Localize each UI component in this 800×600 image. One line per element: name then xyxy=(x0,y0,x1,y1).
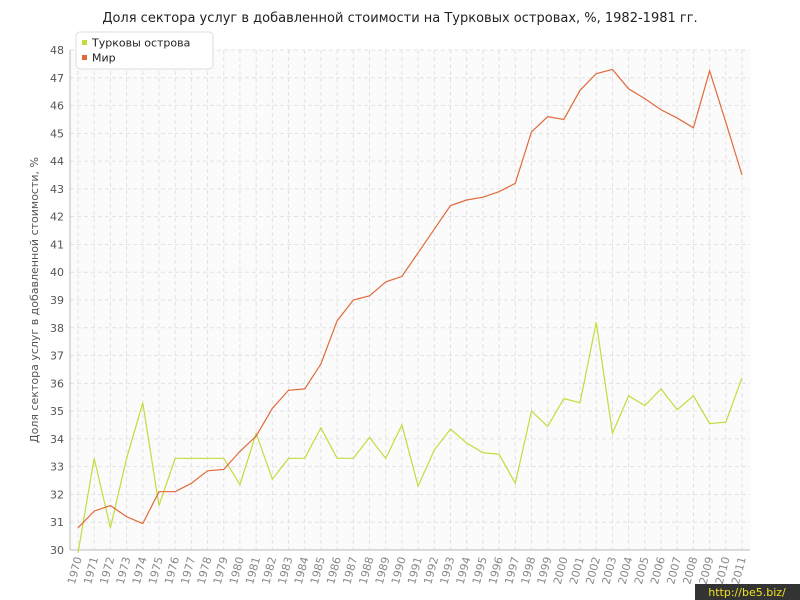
legend: Турковы острова Мир xyxy=(75,31,214,70)
series-line xyxy=(77,322,743,553)
y-axis-title: Доля сектора услуг в добавленной стоимос… xyxy=(28,157,41,443)
y-tick-label: 43 xyxy=(50,183,64,196)
watermark-bg xyxy=(695,584,800,600)
y-tick-label: 32 xyxy=(50,488,64,501)
y-tick-label: 36 xyxy=(50,377,64,390)
y-tick-label: 46 xyxy=(50,100,64,113)
watermark: http://be5.biz/ xyxy=(708,586,786,599)
legend-label: Мир xyxy=(92,52,116,65)
legend-box xyxy=(75,31,214,70)
legend-label: Турковы острова xyxy=(91,37,190,50)
y-tick-label: 37 xyxy=(50,350,64,363)
y-tick-label: 33 xyxy=(50,461,64,474)
y-tick-label: 40 xyxy=(50,266,64,279)
y-tick-label: 44 xyxy=(50,155,64,168)
y-tick-label: 48 xyxy=(50,44,64,57)
series-line xyxy=(77,68,743,529)
chart-title: Доля сектора услуг в добавленной стоимос… xyxy=(102,11,697,26)
y-tick-label: 39 xyxy=(50,294,64,307)
y-tick-label: 31 xyxy=(50,516,64,529)
y-tick-label: 35 xyxy=(50,405,64,418)
y-tick-label: 30 xyxy=(50,544,64,557)
y-tick-label: 42 xyxy=(50,211,64,224)
y-tick-label: 41 xyxy=(50,238,64,251)
y-tick-label: 38 xyxy=(50,322,64,335)
legend-swatch xyxy=(82,55,87,60)
y-tick-label: 45 xyxy=(50,127,64,140)
legend-swatch xyxy=(82,40,87,45)
y-tick-label: 34 xyxy=(50,433,64,446)
y-tick-label: 47 xyxy=(50,72,64,85)
